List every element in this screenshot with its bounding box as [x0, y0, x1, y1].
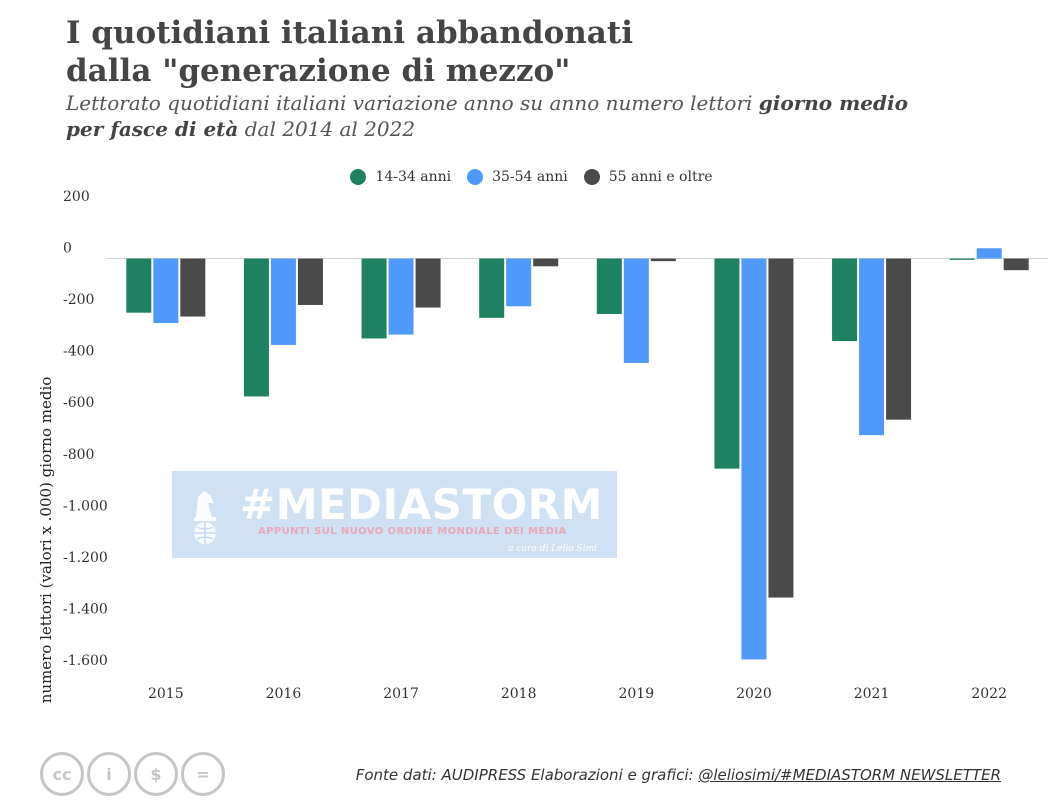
- bar-14-34-anni-2019: [596, 258, 622, 314]
- y-tick-label: 200: [63, 189, 90, 205]
- bar-14-34-anni-2017: [361, 258, 387, 339]
- noncommercial-icon: $: [134, 752, 178, 796]
- bar-55-anni-e-oltre-2020: [768, 258, 794, 598]
- x-tick-label: 2020: [736, 686, 772, 702]
- bar-14-34-anni-2015: [126, 258, 152, 313]
- x-tick-label: 2022: [971, 686, 1007, 702]
- chart-subtitle: Lettorato quotidiani italiani variazione…: [66, 90, 1026, 142]
- bar-14-34-anni-2020: [714, 258, 740, 469]
- bar-55-anni-e-oltre-2017: [415, 258, 441, 308]
- noderivatives-icon: =: [181, 752, 225, 796]
- bar-55-anni-e-oltre-2016: [297, 258, 323, 305]
- creative-commons-license[interactable]: cc i $ =: [40, 752, 225, 796]
- bar-35-54-anni-2019: [623, 258, 649, 363]
- subtitle-emphasis-1: giorno medio: [758, 91, 908, 115]
- bar-14-34-anni-2021: [832, 258, 858, 342]
- y-tick-label: -1.600: [63, 653, 108, 669]
- legend-item-55-plus[interactable]: 55 anni e oltre: [583, 169, 713, 185]
- y-tick-label: -200: [63, 292, 94, 308]
- x-tick-label: 2019: [618, 686, 654, 702]
- subtitle-period: dal 2014 al 2022: [238, 117, 416, 141]
- bar-55-anni-e-oltre-2018: [533, 258, 559, 267]
- bar-35-54-anni-2017: [388, 258, 414, 335]
- author-handle-link[interactable]: @leliosimi/#MEDIASTORM NEWSLETTER: [698, 766, 1001, 784]
- y-tick-label: -1.400: [63, 601, 108, 617]
- legend-item-35-54[interactable]: 35-54 anni: [467, 169, 568, 185]
- legend-swatch-55-plus: [583, 169, 600, 185]
- legend-item-14-34[interactable]: 14-34 anni: [350, 169, 451, 185]
- bar-55-anni-e-oltre-2019: [650, 258, 676, 262]
- legend-label-35-54: 35-54 anni: [492, 169, 568, 185]
- x-tick-label: 2016: [266, 686, 302, 702]
- by-attribution-icon: i: [87, 752, 131, 796]
- y-tick-label: -1.000: [63, 498, 108, 514]
- cc-icon: cc: [40, 752, 84, 796]
- legend-label-55-plus: 55 anni e oltre: [608, 169, 713, 185]
- bar-55-anni-e-oltre-2015: [180, 258, 206, 317]
- watermark-credit: a cura di Lelio Simi: [508, 544, 597, 554]
- y-tick-label: 0: [63, 241, 72, 257]
- x-tick-label: 2018: [501, 686, 537, 702]
- x-tick-label: 2017: [383, 686, 419, 702]
- chart-legend: 14-34 anni 35-54 anni 55 anni e oltre: [0, 166, 1063, 188]
- y-axis-label: numero lettori (valori x .000) giorno me…: [37, 377, 55, 704]
- bar-14-34-anni-2022: [949, 258, 975, 260]
- y-tick-label: -400: [63, 344, 94, 360]
- y-tick-label: -800: [63, 447, 94, 463]
- bar-35-54-anni-2022: [976, 248, 1002, 259]
- bar-35-54-anni-2016: [270, 258, 296, 345]
- y-tick-label: -1.200: [63, 550, 108, 566]
- mediastorm-watermark: #MEDIASTORM APPUNTI SUL NUOVO ORDINE MON…: [172, 471, 617, 558]
- bar-35-54-anni-2015: [153, 258, 179, 323]
- bar-55-anni-e-oltre-2021: [886, 258, 912, 420]
- y-tick-label: -600: [63, 395, 94, 411]
- title-line-2: dalla "generazione di mezzo": [66, 53, 571, 89]
- bar-55-anni-e-oltre-2022: [1003, 258, 1029, 271]
- legend-label-14-34: 14-34 anni: [375, 169, 452, 185]
- legend-swatch-35-54: [467, 169, 484, 185]
- subtitle-emphasis-2: per fasce di età: [66, 117, 239, 141]
- title-line-1: I quotidiani italiani abbandonati: [66, 15, 633, 51]
- bar-14-34-anni-2018: [479, 258, 505, 318]
- source-footer: Fonte dati: AUDIPRESS Elaborazioni e gra…: [356, 766, 1001, 784]
- chart-title: I quotidiani italiani abbandonati dalla …: [66, 14, 633, 90]
- subtitle-text: Lettorato quotidiani italiani variazione…: [66, 91, 759, 115]
- bar-14-34-anni-2016: [243, 258, 269, 397]
- legend-swatch-14-34: [350, 169, 367, 185]
- bar-35-54-anni-2020: [741, 258, 767, 660]
- watermark-title: #MEDIASTORM: [240, 480, 603, 529]
- bar-35-54-anni-2018: [506, 258, 532, 307]
- x-tick-label: 2021: [854, 686, 890, 702]
- watermark-subtitle: APPUNTI SUL NUOVO ORDINE MONDIALE DEI ME…: [258, 526, 567, 537]
- x-tick-label: 2015: [148, 686, 184, 702]
- source-text: Fonte dati: AUDIPRESS Elaborazioni e gra…: [355, 766, 699, 784]
- knight-globe-icon: [194, 491, 216, 544]
- bar-35-54-anni-2021: [859, 258, 885, 436]
